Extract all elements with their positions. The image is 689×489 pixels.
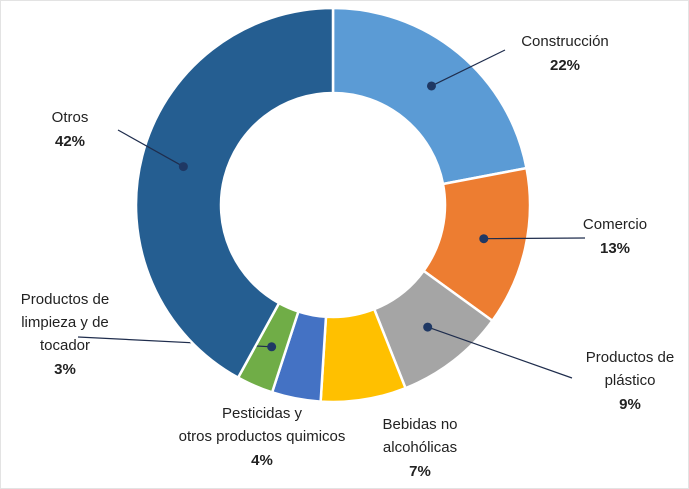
category-label: Productos de limpieza y de tocador	[21, 291, 109, 354]
leader-line	[483, 237, 586, 240]
value-label: 7%	[409, 463, 431, 480]
category-label: Productos de plástico	[586, 349, 674, 389]
donut-segment	[134, 6, 335, 380]
value-label: 22%	[550, 57, 580, 74]
category-label: Construcción	[521, 33, 609, 50]
value-label: 13%	[600, 240, 630, 257]
leader-dot	[426, 81, 436, 91]
leader-dot	[423, 322, 433, 332]
category-label: Pesticidas y otros productos quimicos	[179, 405, 346, 445]
leader-line	[427, 326, 573, 379]
category-label: Bebidas no alcohólicas	[382, 416, 457, 456]
donut-segment	[331, 6, 528, 186]
value-label: 4%	[251, 452, 273, 469]
leader-dot	[479, 234, 489, 244]
value-label: 3%	[54, 361, 76, 378]
category-label: Otros	[52, 109, 89, 126]
leader-line	[117, 129, 184, 168]
value-label: 42%	[55, 133, 85, 150]
category-label: Comercio	[583, 216, 647, 233]
leader-dot	[178, 162, 188, 172]
leader-line	[431, 49, 506, 87]
value-label: 9%	[619, 396, 641, 413]
leader-dot	[267, 342, 277, 352]
